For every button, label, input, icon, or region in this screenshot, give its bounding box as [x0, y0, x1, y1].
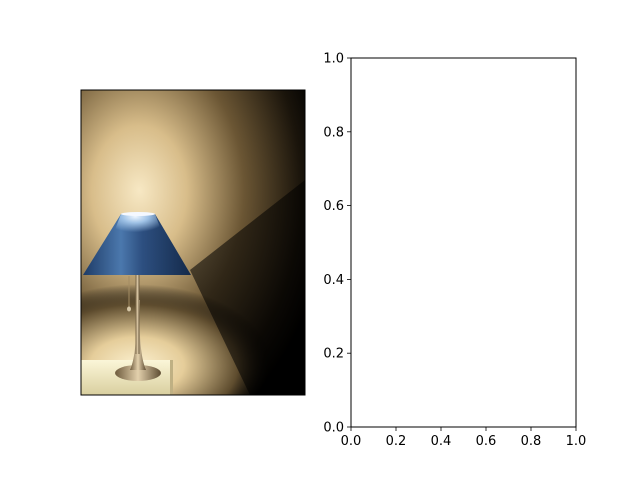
x-tick-label: 1.0 [566, 434, 587, 449]
lamp-shade-top [121, 212, 155, 216]
x-tick-label: 0.6 [476, 434, 497, 449]
lamp-stem [135, 274, 140, 354]
lamp-shade [83, 214, 191, 275]
table-edge [170, 360, 173, 395]
lamp-photo [81, 90, 305, 395]
y-tick-label: 0.2 [323, 347, 344, 362]
axes-frame [350, 57, 577, 428]
x-tick-label: 0.4 [431, 434, 452, 449]
pull-chain-knob [127, 306, 131, 312]
plot-area [351, 58, 576, 427]
empty-axes: 0.0 0.2 0.4 0.6 0.8 1.0 0.0 0.2 0.4 0.6 0.8 1.0 [323, 52, 586, 450]
image-frame [80, 89, 306, 396]
y-tick-label: 0.8 [323, 125, 344, 140]
x-tick-label: 0.0 [341, 434, 362, 449]
wall-shadow [190, 180, 305, 395]
y-tick-label: 1.0 [323, 52, 344, 67]
tick-layer: 0.0 0.2 0.4 0.6 0.8 1.0 0.0 0.2 0.4 0.6 0.8 1.0 [323, 52, 586, 450]
image-axes [80, 89, 306, 396]
lamp-base [115, 365, 161, 381]
y-tick-label: 0.6 [323, 199, 344, 214]
x-tick-label: 0.2 [386, 434, 407, 449]
lamp-shade-highlight [111, 214, 165, 240]
y-tick-label: 0.0 [323, 421, 344, 436]
y-tick-label: 0.4 [323, 273, 344, 288]
x-tick-label: 0.8 [521, 434, 542, 449]
